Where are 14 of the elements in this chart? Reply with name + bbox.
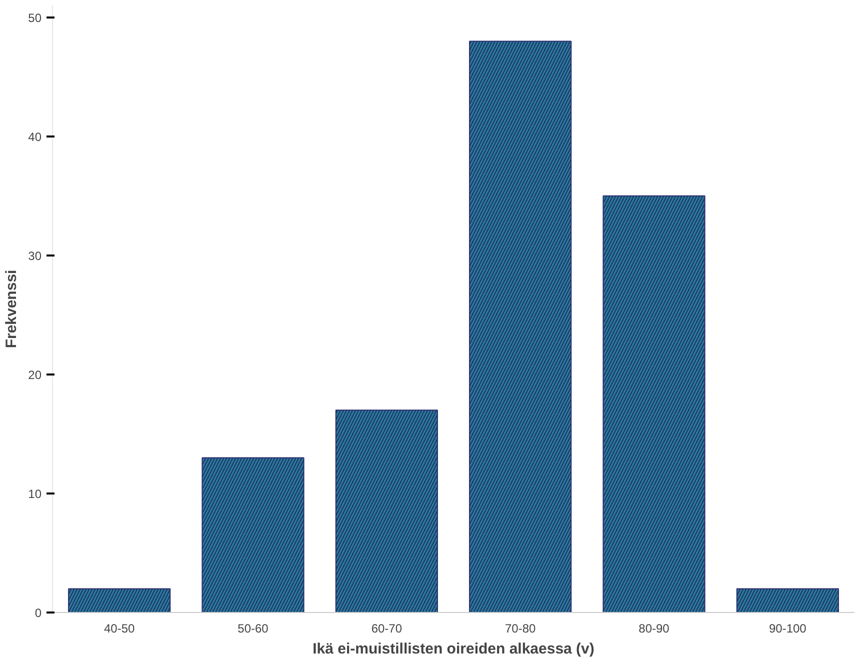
x-tick-label: 50-60 xyxy=(238,622,269,636)
y-tick-label: 30 xyxy=(28,248,42,263)
y-tick-label: 20 xyxy=(28,368,42,382)
y-axis-title: Frekvenssi xyxy=(3,270,20,348)
x-tick-label: 70-80 xyxy=(504,622,536,636)
x-tick-label: 40-50 xyxy=(104,622,136,636)
x-axis-title: Ikä ei-muistillisten oireiden alkaessa (v) xyxy=(312,640,594,658)
y-tick-label: 0 xyxy=(34,606,42,620)
y-tick-label: 50 xyxy=(28,10,42,25)
y-tick-label: 40 xyxy=(28,130,42,144)
y-tick-label: 10 xyxy=(28,486,42,501)
x-tick-label: 90-100 xyxy=(768,622,807,636)
x-tick-label: 60-70 xyxy=(371,622,402,636)
x-tick-label: 80-90 xyxy=(638,622,670,636)
